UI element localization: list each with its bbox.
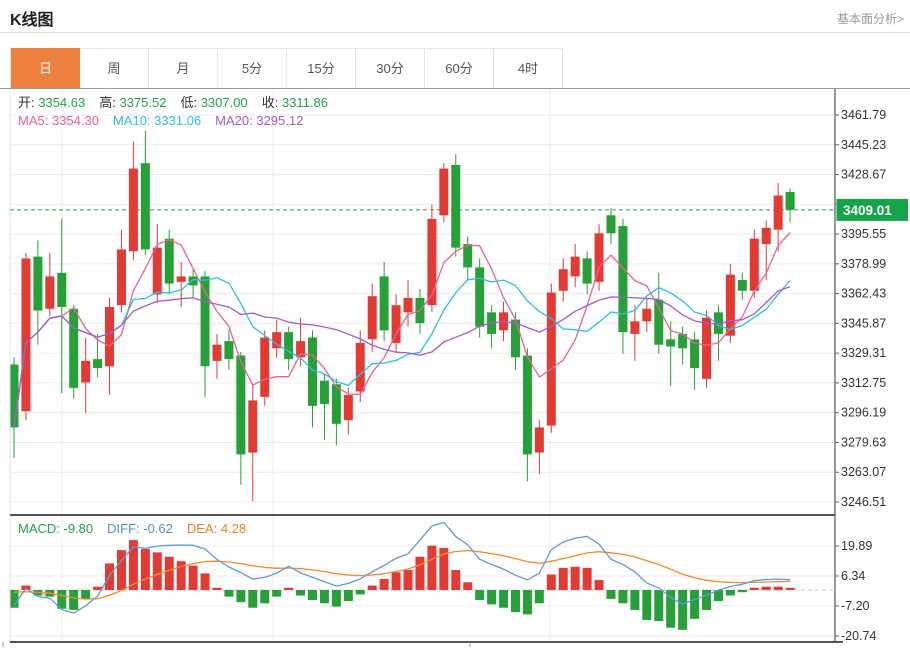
- svg-text:3329.31: 3329.31: [841, 346, 886, 360]
- svg-text:6.34: 6.34: [841, 569, 865, 583]
- dea-line: [13, 549, 791, 600]
- tabbar-baseline: [0, 88, 910, 89]
- svg-text:3461.79: 3461.79: [841, 108, 886, 122]
- ma5-line: [13, 232, 791, 428]
- panel-borders: [2, 89, 843, 647]
- fundamental-analysis-link[interactable]: 基本面分析>: [836, 12, 904, 26]
- tab-30分[interactable]: 30分: [356, 49, 425, 89]
- tab-4时[interactable]: 4时: [494, 49, 563, 89]
- svg-text:3428.67: 3428.67: [841, 168, 886, 182]
- page-title: K线图: [10, 12, 54, 29]
- svg-text:3279.63: 3279.63: [841, 435, 886, 449]
- svg-text:3362.43: 3362.43: [841, 287, 886, 301]
- tab-日[interactable]: 日: [11, 48, 80, 89]
- svg-text:3312.75: 3312.75: [841, 376, 886, 390]
- period-tabbar: 日周月 5分 15分 30分 60分 4时: [10, 48, 563, 89]
- current-price-badge: 3409.01: [836, 198, 908, 221]
- tab-5分[interactable]: 5分: [218, 49, 287, 89]
- diff-line: [13, 521, 791, 614]
- svg-text:3409.01: 3409.01: [843, 203, 892, 218]
- svg-text:3345.87: 3345.87: [841, 316, 886, 330]
- svg-text:3246.51: 3246.51: [841, 495, 886, 509]
- title-divider: [0, 32, 910, 33]
- tab-60分[interactable]: 60分: [425, 49, 494, 89]
- macd-axis-labels: 19.89 6.34 -7.20 -20.74: [835, 539, 876, 643]
- svg-text:3445.23: 3445.23: [841, 138, 886, 152]
- candles-layer[interactable]: [9, 130, 795, 502]
- ma10-line: [13, 277, 791, 428]
- svg-text:3263.07: 3263.07: [841, 465, 886, 479]
- svg-text:3296.19: 3296.19: [841, 406, 886, 420]
- svg-text:3378.99: 3378.99: [841, 257, 886, 271]
- tab-15分[interactable]: 15分: [287, 49, 356, 89]
- svg-text:-7.20: -7.20: [841, 599, 870, 613]
- svg-text:-20.74: -20.74: [841, 629, 876, 643]
- tab-月[interactable]: 月: [149, 49, 218, 89]
- price-axis-labels: 3461.793445.233428.673412.113395.553378.…: [835, 108, 886, 509]
- tab-周[interactable]: 周: [80, 49, 149, 89]
- svg-text:3395.55: 3395.55: [841, 227, 886, 241]
- ma20-line: [13, 286, 791, 428]
- svg-text:19.89: 19.89: [841, 539, 872, 553]
